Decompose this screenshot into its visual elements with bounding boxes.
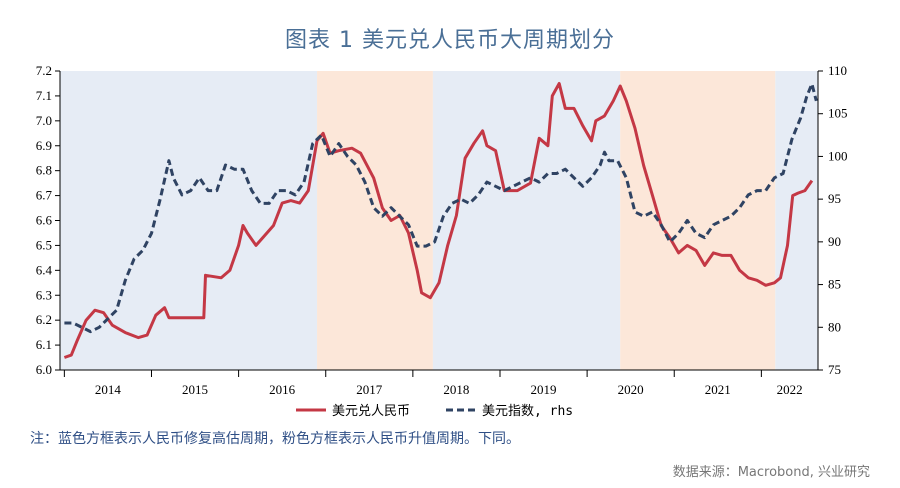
band-blue-4 — [775, 71, 818, 370]
y-tick-label-right: 110 — [828, 63, 847, 78]
y-tick-label-left: 7.0 — [36, 113, 52, 128]
x-tick-label: 2017 — [356, 382, 383, 397]
y-tick-label-left: 7.2 — [36, 63, 52, 78]
y-tick-label-left: 6.3 — [36, 287, 52, 302]
period-bands — [60, 71, 818, 370]
legend: 美元兑人民币 美元指数, rhs — [296, 404, 573, 419]
y-tick-label-left: 6.5 — [36, 237, 52, 252]
x-tick-label: 2021 — [705, 382, 731, 397]
axes: 6.0 6.1 6.2 6.3 6.4 6.5 6.6 6.7 6.8 6.9 7.0 7.1 7.2 7… — [36, 63, 848, 397]
band-pink-3 — [620, 71, 776, 370]
y-tick-label-left: 6.7 — [36, 188, 53, 203]
x-tick-label: 2022 — [777, 382, 803, 397]
x-tick-label: 2018 — [443, 382, 469, 397]
band-blue-0 — [60, 71, 318, 370]
y-tick-label-left: 6.4 — [36, 262, 53, 277]
y-tick-label-right: 85 — [828, 277, 841, 292]
x-tick-label: 2020 — [618, 382, 644, 397]
y-tick-label-left: 6.9 — [36, 138, 52, 153]
legend-label-dxy: 美元指数, rhs — [482, 404, 573, 419]
y-tick-label-right: 95 — [828, 191, 841, 206]
y-tick-label-left: 6.8 — [36, 163, 52, 178]
y-tick-label-right: 80 — [828, 319, 841, 334]
x-tick-label: 2014 — [95, 382, 122, 397]
y-tick-label-left: 6.2 — [36, 312, 52, 327]
y-tick-label-right: 90 — [828, 234, 841, 249]
chart-note: 注：蓝色方框表示人民币修复高估周期，粉色方框表示人民币升值周期。下同。 — [30, 431, 520, 447]
plot-lines — [63, 82, 818, 359]
series-line-dxy — [64, 82, 818, 334]
y-tick-label-left: 7.1 — [36, 88, 52, 103]
y-tick-label-left: 6.0 — [36, 362, 52, 377]
legend-label-usdcny: 美元兑人民币 — [332, 404, 410, 419]
y-tick-label-right: 105 — [828, 106, 848, 121]
chart-title: 图表 1 美元兑人民币大周期划分 — [285, 28, 615, 53]
x-tick-label: 2019 — [531, 382, 557, 397]
y-tick-label-left: 6.1 — [36, 337, 52, 352]
band-pink-1 — [317, 71, 433, 370]
data-source: 数据来源：Macrobond, 兴业研究 — [672, 465, 870, 480]
series-line-usdcny — [63, 82, 814, 359]
y-tick-label-right: 100 — [828, 148, 848, 163]
x-tick-label: 2015 — [182, 382, 208, 397]
y-tick-label-left: 6.6 — [36, 213, 53, 228]
x-tick-label: 2016 — [269, 382, 296, 397]
y-tick-label-right: 75 — [828, 362, 841, 377]
band-blue-2 — [432, 71, 621, 370]
